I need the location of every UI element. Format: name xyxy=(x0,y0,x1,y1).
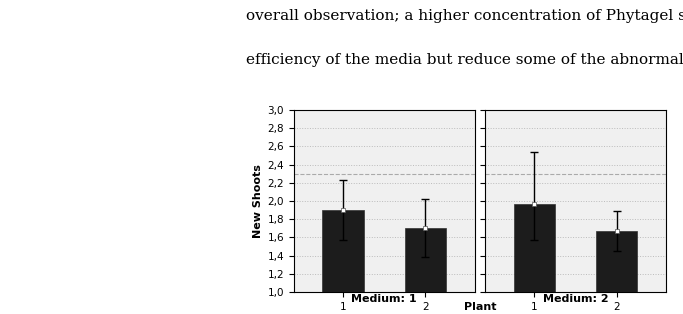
Point xyxy=(611,229,622,234)
Bar xyxy=(322,210,363,314)
Point xyxy=(529,201,540,206)
Bar xyxy=(405,228,446,314)
Bar xyxy=(596,231,637,314)
Text: Medium: 2: Medium: 2 xyxy=(542,294,609,304)
Y-axis label: New Shoots: New Shoots xyxy=(253,164,263,238)
Text: Medium: 1: Medium: 1 xyxy=(532,111,598,121)
Text: Medium: 1: Medium: 1 xyxy=(351,294,417,304)
Point xyxy=(337,208,348,213)
Point xyxy=(420,226,431,231)
Bar xyxy=(514,204,555,314)
Text: efficiency of the media but reduce some of the abnormal appearance of the basal : efficiency of the media but reduce some … xyxy=(246,53,683,68)
Text: Plant: Plant xyxy=(464,302,496,312)
Text: overall observation; a higher concentration of Phytagel slightly reduces the mul: overall observation; a higher concentrat… xyxy=(246,9,683,24)
